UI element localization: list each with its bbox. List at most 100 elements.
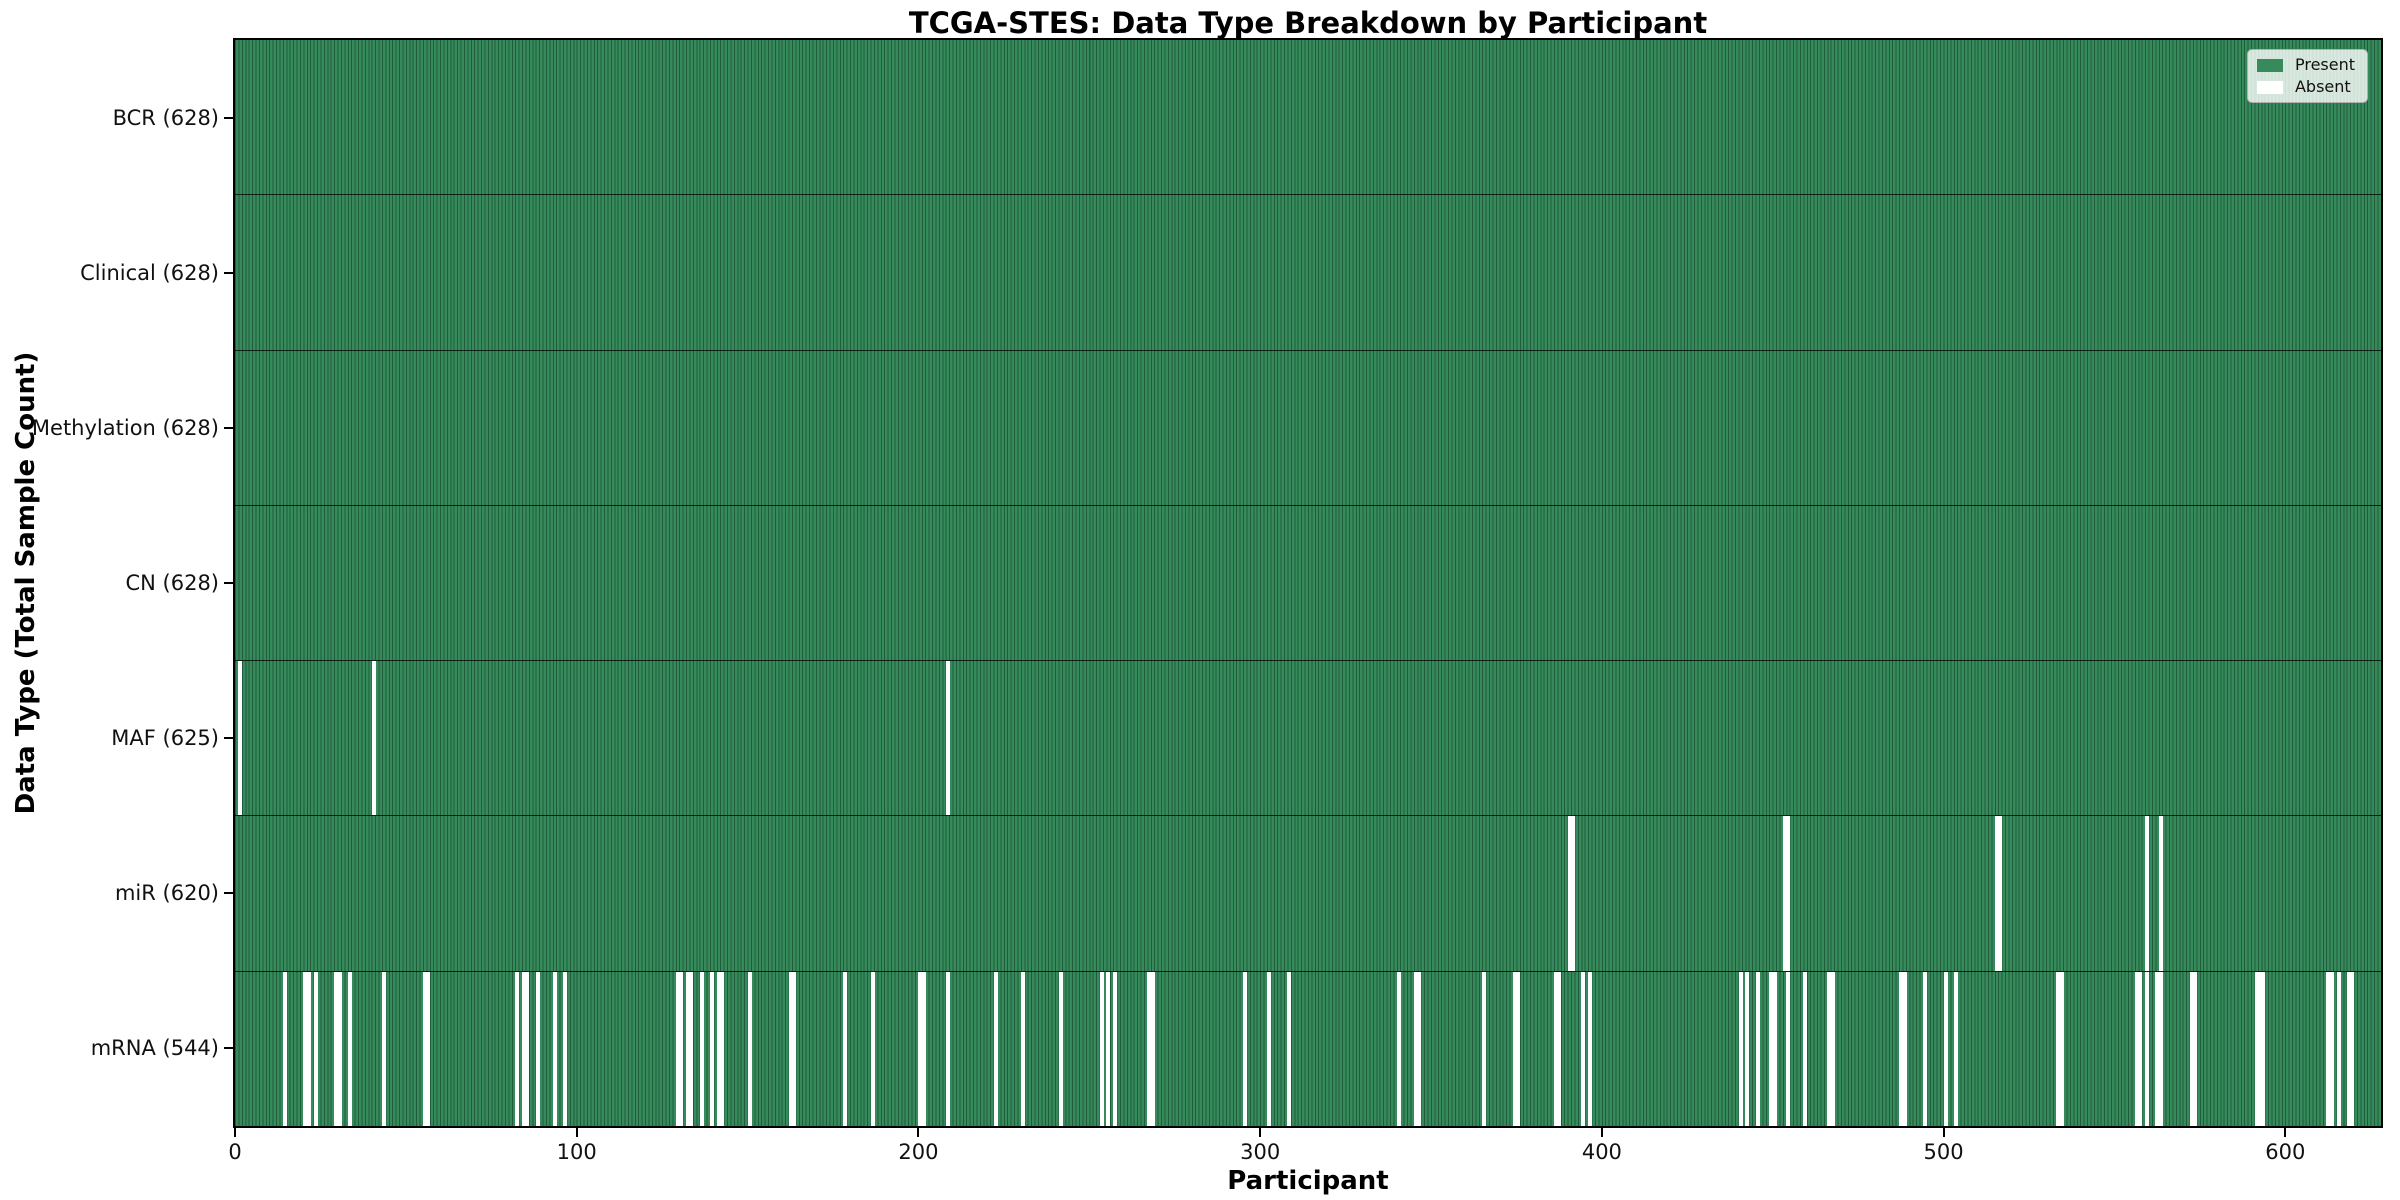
ytick-label-BCR: BCR (628) [112, 105, 219, 130]
legend-entry-present: Present [2256, 57, 2355, 73]
absent-gap-mRNA-201 [921, 971, 926, 1126]
absent-gap-mRNA-592 [2257, 971, 2262, 1126]
absent-gap-mRNA-84 [522, 971, 527, 1126]
absent-gap-mRNA-82 [515, 971, 520, 1126]
absent-gap-mRNA-302 [1266, 971, 1271, 1126]
absent-gap-mRNA-85 [525, 971, 530, 1126]
xtick-mark-300 [1259, 1128, 1262, 1137]
absent-gap-mRNA-394 [1581, 971, 1586, 1126]
ytick-mark-MAF [224, 737, 233, 740]
absent-gap-mRNA-559 [2145, 971, 2150, 1126]
absent-gap-mRNA-386 [1554, 971, 1559, 1126]
absent-gap-miR-559 [2145, 816, 2150, 971]
xtick-mark-500 [1942, 1128, 1945, 1137]
absent-gap-mRNA-591 [2254, 971, 2259, 1126]
absent-gap-mRNA-257 [1113, 971, 1118, 1126]
legend: Present Absent [2246, 49, 2368, 103]
absent-gap-mRNA-374 [1513, 971, 1518, 1126]
absent-gap-mRNA-593 [2261, 971, 2266, 1126]
absent-gap-mRNA-142 [720, 971, 725, 1126]
absent-gap-mRNA-619 [2350, 971, 2355, 1126]
ytick-label-mRNA: mRNA (544) [90, 1036, 219, 1061]
absent-gap-mRNA-21 [306, 971, 311, 1126]
absent-gap-mRNA-562 [2155, 971, 2160, 1126]
legend-entry-absent: Absent [2256, 77, 2355, 96]
absent-gap-mRNA-129 [675, 971, 680, 1126]
row-BCR [235, 40, 2381, 195]
xtick-label-100: 100 [556, 1140, 597, 1164]
row-MAF [235, 660, 2381, 816]
absent-gap-mRNA-365 [1482, 971, 1487, 1126]
absent-gap-mRNA-308 [1287, 971, 1292, 1126]
absent-gap-mRNA-346 [1417, 971, 1422, 1126]
absent-gap-mRNA-488 [1902, 971, 1907, 1126]
legend-absent-swatch [2256, 80, 2283, 94]
absent-gap-mRNA-375 [1516, 971, 1521, 1126]
absent-gap-mRNA-56 [426, 971, 431, 1126]
row-miR [235, 815, 2381, 971]
absent-gap-mRNA-557 [2138, 971, 2143, 1126]
absent-gap-mRNA-208 [945, 971, 950, 1126]
absent-gap-mRNA-445 [1755, 971, 1760, 1126]
absent-gap-mRNA-613 [2329, 971, 2334, 1126]
absent-gap-mRNA-141 [716, 971, 721, 1126]
absent-gap-mRNA-186 [870, 971, 875, 1126]
xtick-label-500: 500 [1923, 1140, 1964, 1164]
absent-gap-mRNA-14 [282, 971, 287, 1126]
absent-gap-mRNA-534 [2059, 971, 2064, 1126]
absent-gap-mRNA-23 [313, 971, 318, 1126]
ytick-mark-Methylation [224, 426, 233, 429]
ytick-mark-Clinical [224, 271, 233, 274]
absent-gap-mRNA-387 [1557, 971, 1562, 1126]
absent-gap-mRNA-467 [1830, 971, 1835, 1126]
absent-gap-mRNA-450 [1772, 971, 1777, 1126]
xtick-label-600: 600 [2265, 1140, 2306, 1164]
absent-gap-mRNA-43 [381, 971, 386, 1126]
absent-gap-mRNA-230 [1020, 971, 1025, 1126]
absent-gap-mRNA-253 [1099, 971, 1104, 1126]
ytick-label-CN: CN (628) [125, 571, 219, 595]
row-CN [235, 504, 2381, 661]
absent-gap-miR-391 [1571, 816, 1576, 971]
absent-gap-mRNA-449 [1769, 971, 1774, 1126]
absent-gap-mRNA-133 [689, 971, 694, 1126]
xtick-mark-600 [2284, 1128, 2287, 1137]
absent-gap-mRNA-88 [535, 971, 540, 1126]
absent-gap-MAF-208 [945, 661, 950, 816]
absent-gap-mRNA-500 [1943, 971, 1948, 1126]
absent-gap-mRNA-96 [563, 971, 568, 1126]
ytick-label-Clinical: Clinical (628) [80, 260, 219, 285]
absent-gap-mRNA-178 [843, 971, 848, 1126]
absent-gap-mRNA-440 [1738, 971, 1743, 1126]
absent-gap-mRNA-267 [1147, 971, 1152, 1126]
absent-gap-mRNA-573 [2193, 971, 2198, 1126]
absent-gap-mRNA-139 [709, 971, 714, 1126]
absent-gap-mRNA-556 [2134, 971, 2139, 1126]
absent-gap-mRNA-29 [334, 971, 339, 1126]
row-mRNA [235, 970, 2381, 1126]
absent-gap-mRNA-618 [2346, 971, 2351, 1126]
ytick-label-MAF: MAF (625) [111, 726, 219, 751]
absent-gap-mRNA-533 [2056, 971, 2061, 1126]
x-axis-title: Participant [1227, 1166, 1389, 1196]
row-Clinical [235, 194, 2381, 350]
absent-gap-mRNA-30 [337, 971, 342, 1126]
ytick-label-Methylation: Methylation (628) [31, 415, 219, 440]
ytick-mark-miR [224, 892, 233, 895]
xtick-label-0: 0 [228, 1140, 242, 1164]
chart-title: TCGA-STES: Data Type Breakdown by Partic… [908, 6, 1708, 40]
absent-gap-mRNA-93 [552, 971, 557, 1126]
absent-gap-mRNA-136 [699, 971, 704, 1126]
xtick-mark-400 [1600, 1128, 1603, 1137]
legend-absent-label: Absent [2294, 77, 2351, 96]
absent-gap-mRNA-268 [1150, 971, 1155, 1126]
absent-gap-miR-390 [1567, 816, 1572, 971]
absent-gap-mRNA-20 [303, 971, 308, 1126]
absent-gap-mRNA-33 [347, 971, 352, 1126]
absent-gap-mRNA-255 [1106, 971, 1111, 1126]
absent-gap-MAF-40 [371, 661, 376, 816]
absent-gap-mRNA-345 [1413, 971, 1418, 1126]
absent-gap-mRNA-340 [1396, 971, 1401, 1126]
ytick-mark-mRNA [224, 1047, 233, 1050]
